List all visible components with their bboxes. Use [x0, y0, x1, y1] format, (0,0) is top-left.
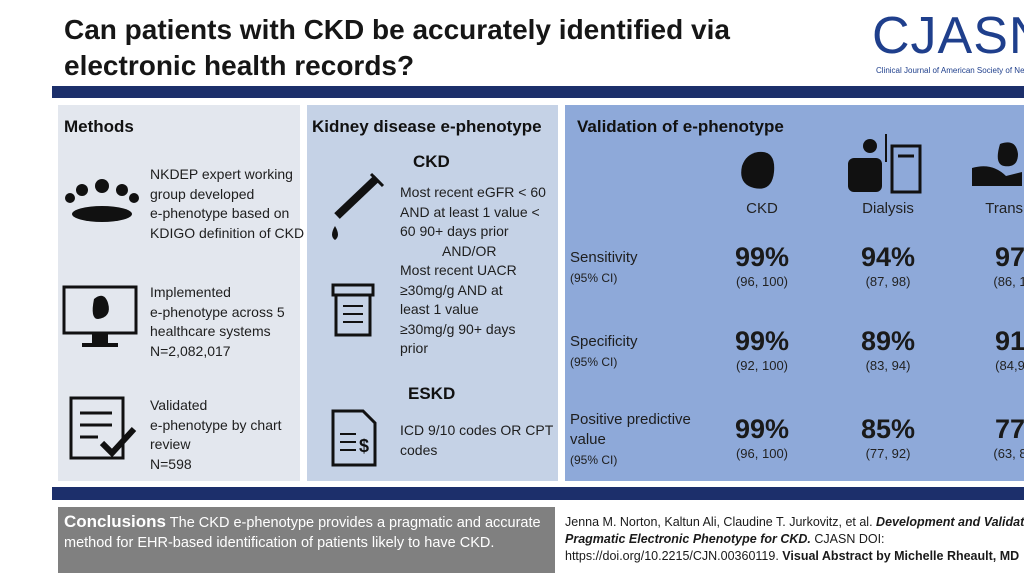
title-line: Can patients with CKD be accurately iden…	[64, 14, 730, 45]
text-line: ≥30mg/g AND at	[400, 281, 503, 298]
row-sublabel: (95% CI)	[570, 453, 618, 467]
row-label: Positive predictive	[570, 411, 691, 428]
column-header: Dialysis	[862, 200, 914, 217]
text-line: Validated	[150, 397, 208, 413]
journal: CJASN DOI:	[814, 532, 885, 546]
eskd-criteria: ICD 9/10 codes OR CPT codes	[400, 421, 553, 460]
checklist-icon	[69, 396, 137, 460]
confidence-interval: (87, 98)	[865, 274, 911, 289]
monitor-icon	[62, 285, 138, 347]
kidney-icon	[741, 151, 775, 189]
text-line: Most recent eGFR < 60	[400, 184, 546, 200]
text-line: least 1 value	[400, 301, 479, 317]
conclusions-text: The CKD e-phenotype provides a pragmatic…	[64, 515, 541, 551]
value: 91	[994, 326, 1024, 356]
value: 99%	[734, 242, 790, 272]
confidence-interval: (86, 1	[993, 274, 1024, 289]
text-line: prior	[400, 340, 429, 356]
row-sublabel: (95% CI)	[570, 271, 618, 285]
value: 99%	[734, 326, 790, 356]
text-line: KDIGO definition of CKD	[150, 224, 305, 241]
document-icon: $	[331, 409, 377, 467]
value: 85%	[860, 414, 916, 444]
logo: CJASN	[872, 7, 1024, 65]
conclusions-box	[58, 507, 555, 573]
article-title: Pragmatic Electronic Phenotype for CKD.	[565, 532, 811, 546]
text-line: group developed	[150, 185, 255, 202]
text-line: e-phenotype based on	[150, 205, 290, 221]
eskd-heading: ESKD	[408, 384, 456, 403]
text-line: healthcare systems	[150, 323, 271, 339]
people-icon	[65, 179, 139, 222]
text-line: ≥30mg/g 90+ days	[400, 320, 516, 337]
confidence-interval: (96, 100)	[735, 274, 789, 289]
text-line: e-phenotype across 5	[150, 303, 285, 320]
phenotype-title: Kidney disease e-phenotype	[312, 117, 542, 136]
row-sublabel: (95% CI)	[570, 355, 618, 369]
citation: Jenna M. Norton, Kaltun Ali, Claudine T.…	[565, 514, 1024, 565]
methods-item: Implemented e-phenotype across 5 healthcar…	[150, 283, 285, 361]
column-header: CKD	[746, 200, 778, 217]
value: 94%	[860, 242, 916, 272]
text-line: Most recent UACR	[400, 262, 517, 278]
confidence-interval: (96, 100)	[735, 446, 789, 461]
conclusions-heading: Conclusions	[64, 512, 167, 531]
ckd-heading: CKD	[413, 152, 450, 171]
svg-text:$: $	[359, 436, 369, 456]
confidence-interval: (83, 94)	[865, 358, 911, 373]
text-line: 60 90+ days prior	[400, 223, 509, 239]
confidence-interval: (84,9	[995, 358, 1024, 373]
title: Can patients with CKD be accurately iden…	[64, 12, 730, 84]
doi: https://doi.org/10.2215/CJN.00360119.	[565, 549, 779, 563]
methods-item: Validated e-phenotype by chart review N=598	[150, 396, 282, 474]
phenotype-panel	[307, 105, 558, 481]
transplant-icon	[972, 142, 1022, 186]
row-label: value	[570, 431, 606, 448]
validation-title: Validation of e-phenotype	[577, 117, 784, 136]
value: 89%	[860, 326, 916, 356]
top-bar	[52, 86, 1024, 98]
text-line: N=2,082,017	[150, 342, 231, 359]
title-line: electronic health records?	[64, 50, 415, 81]
text-line: Implemented	[150, 284, 231, 300]
text-line: N=598	[150, 455, 192, 472]
text-line: ICD 9/10 codes OR CPT	[400, 422, 554, 438]
ckd-criteria: Most recent eGFR < 60 AND at least 1 valu…	[400, 183, 546, 359]
value: 77	[994, 414, 1024, 444]
row-label: Specificity	[570, 333, 638, 350]
methods-title: Methods	[64, 117, 134, 136]
text-line: AND/OR	[442, 242, 497, 259]
confidence-interval: (92, 100)	[735, 358, 789, 373]
validation-panel	[565, 105, 1024, 481]
confidence-interval: (63, 8	[993, 446, 1024, 461]
row-label: Sensitivity	[570, 249, 638, 266]
confidence-interval: (77, 92)	[865, 446, 911, 461]
column-header: Transpl	[985, 200, 1024, 217]
text-line: e-phenotype by chart	[150, 416, 282, 433]
syringe-icon	[332, 172, 385, 240]
bottom-bar	[52, 487, 1024, 500]
text-line: review	[150, 436, 191, 452]
value: 97	[994, 242, 1024, 272]
specimen-icon	[331, 283, 375, 337]
conclusions: Conclusions The CKD e-phenotype provides…	[64, 512, 546, 553]
logo-subtitle: Clinical Journal of American Society of …	[876, 66, 1024, 75]
dialysis-icon	[848, 134, 922, 194]
article-title: Development and Validation	[876, 515, 1024, 529]
text-line: codes	[400, 441, 438, 458]
credit: Visual Abstract by Michelle Rheault, MD	[782, 549, 1020, 563]
text-line: AND at least 1 value <	[400, 203, 540, 220]
methods-panel	[58, 105, 300, 481]
authors: Jenna M. Norton, Kaltun Ali, Claudine T.…	[565, 515, 873, 529]
value: 99%	[734, 414, 790, 444]
text-line: NKDEP expert working	[150, 166, 293, 182]
methods-item: NKDEP expert working group developed e-phe…	[150, 165, 304, 243]
